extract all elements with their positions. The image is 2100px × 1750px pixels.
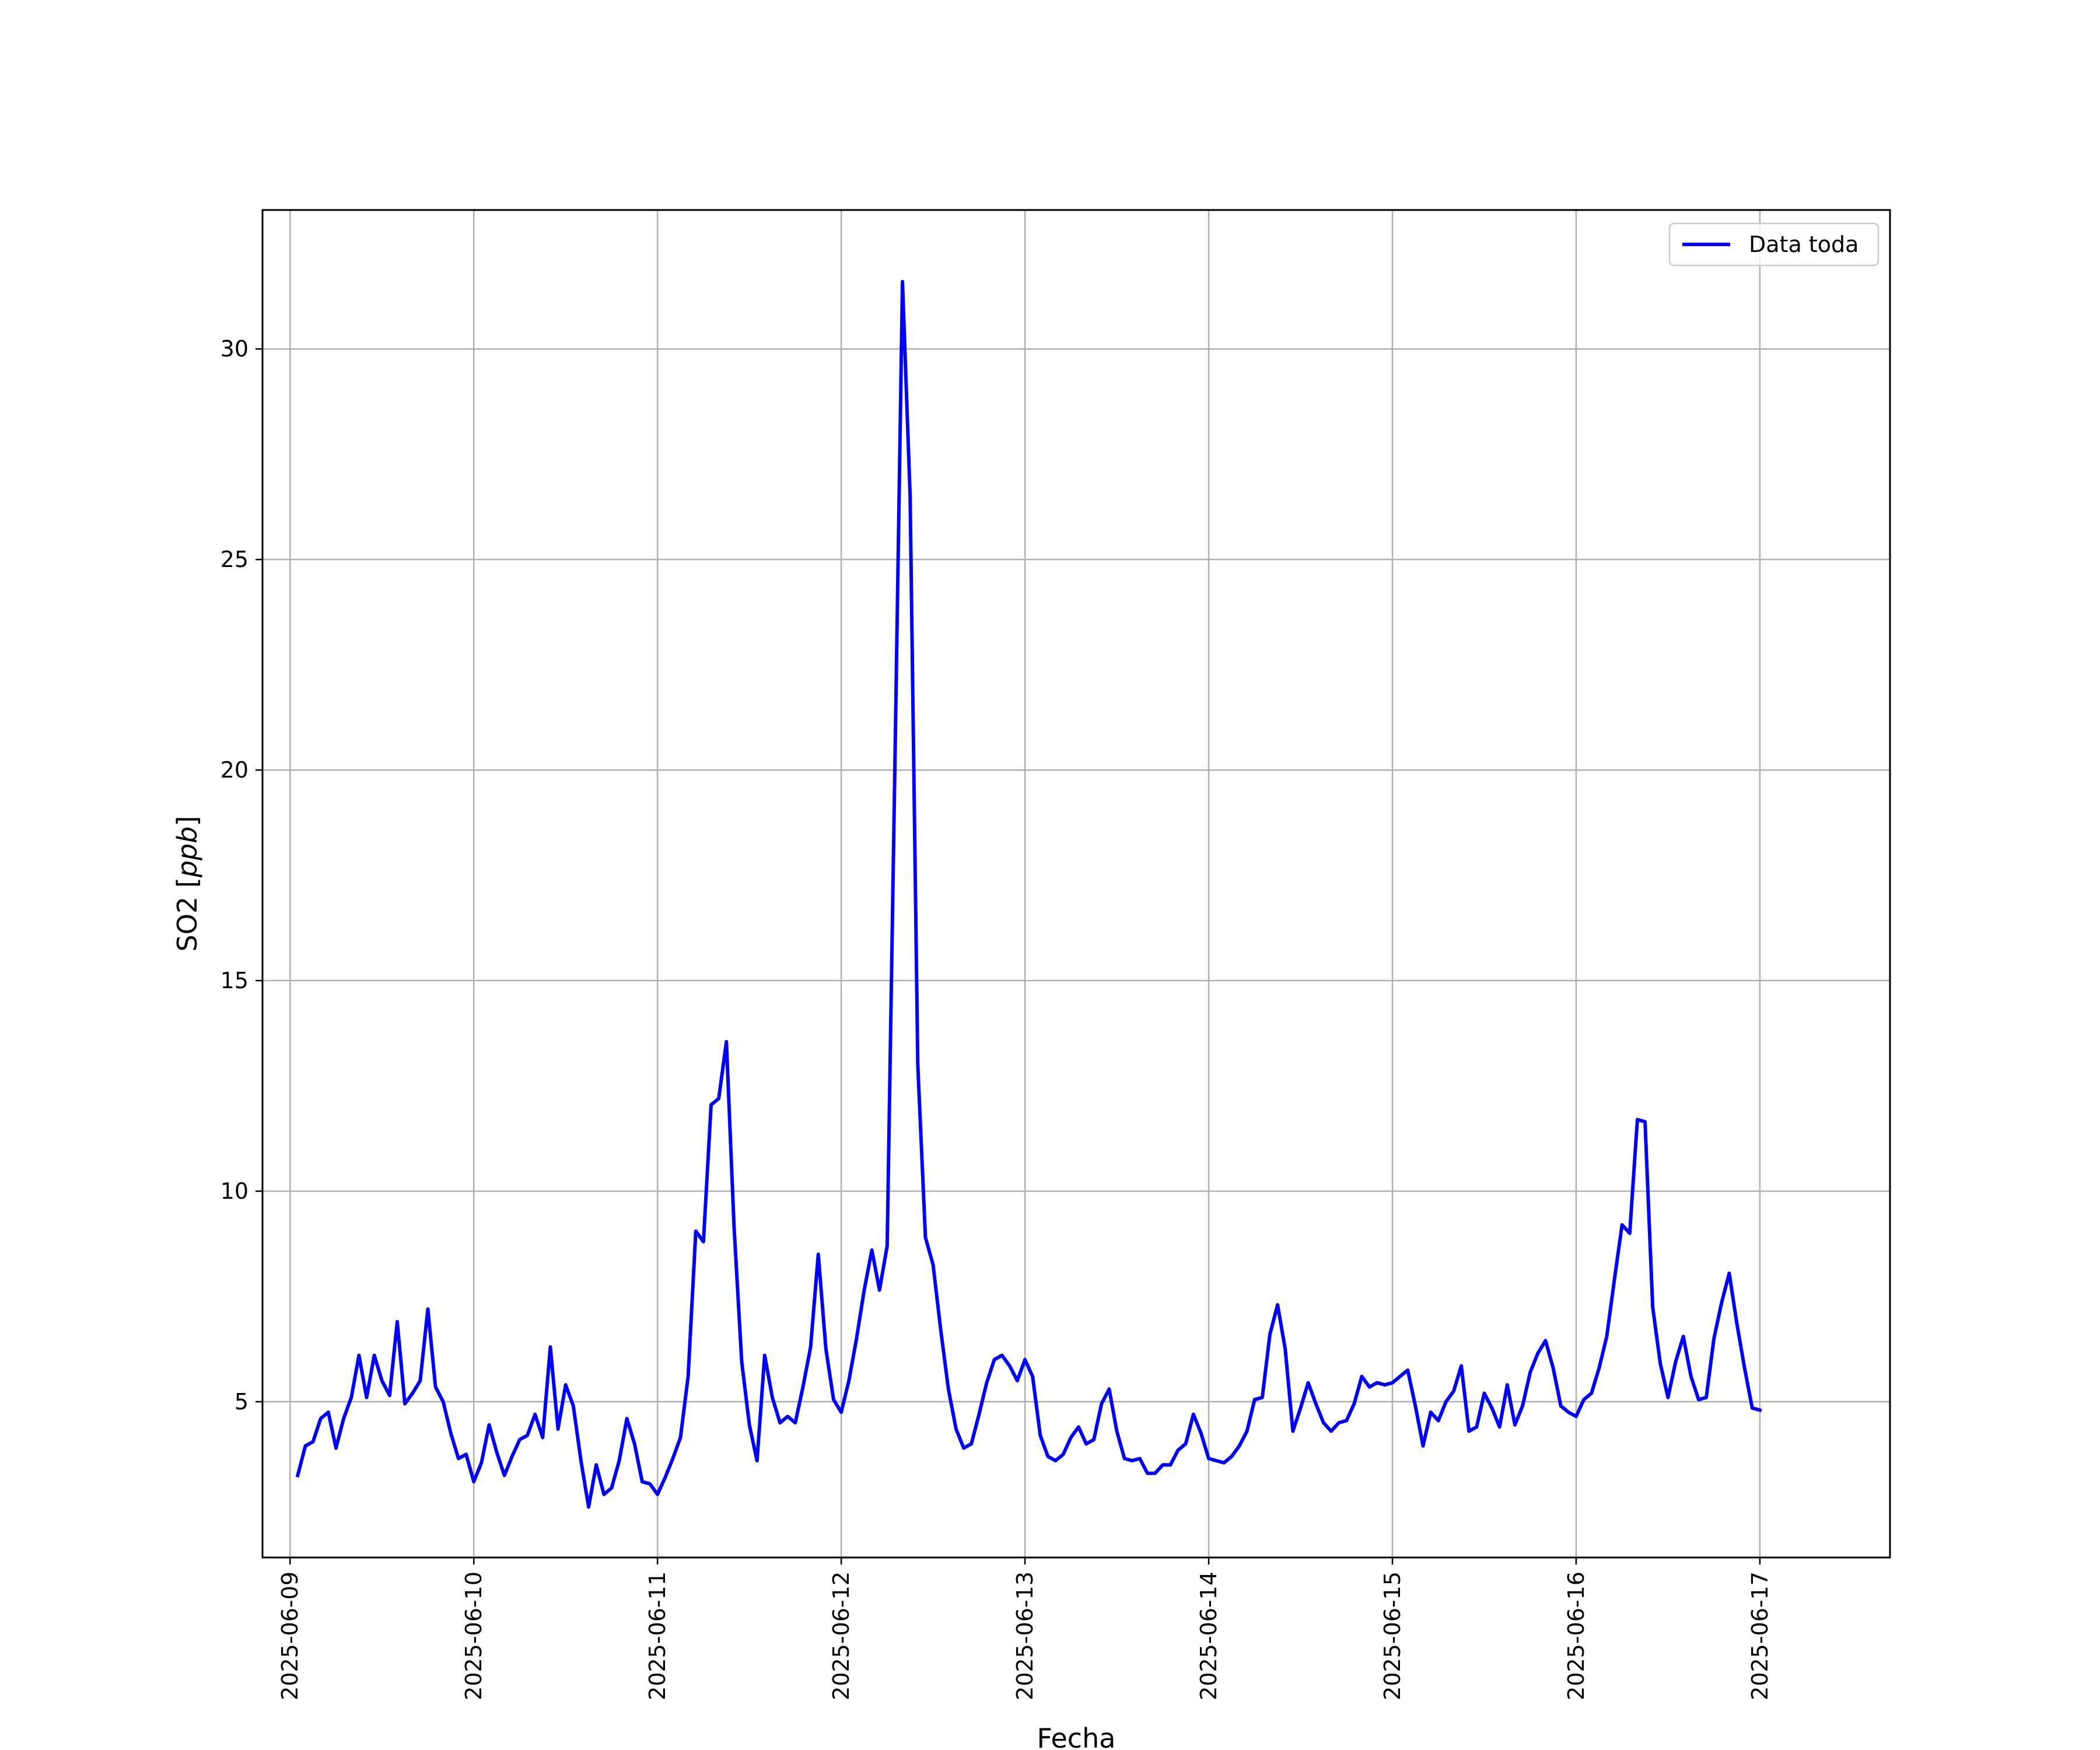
series-line — [295, 279, 1762, 1509]
y-tick-label: 25 — [220, 547, 249, 572]
legend-frame — [1668, 222, 1880, 267]
plot-frame — [261, 209, 1891, 1559]
y-tick-label: 30 — [220, 336, 249, 362]
x-tick-label: 2025-06-13 — [1012, 1572, 1038, 1700]
x-tick-label: 2025-06-14 — [1196, 1572, 1222, 1700]
series-layer — [295, 279, 1762, 1509]
grid-lines — [262, 210, 1890, 1558]
x-tick-label: 2025-06-11 — [645, 1572, 670, 1700]
y-tick-label: 20 — [220, 757, 249, 783]
x-tick-label: 2025-06-09 — [277, 1572, 303, 1700]
x-tick-label: 2025-06-12 — [828, 1572, 854, 1700]
y-tick-label: 5 — [235, 1389, 249, 1415]
y-tick-label: 15 — [220, 968, 249, 993]
x-tick-label: 2025-06-10 — [461, 1572, 487, 1700]
x-tick-label: 2025-06-17 — [1747, 1572, 1773, 1700]
y-tick-label: 10 — [220, 1178, 249, 1204]
x-axis-label: Fecha — [1037, 1723, 1116, 1750]
legend: Data toda — [1668, 222, 1880, 267]
y-axis-label: SO2 [ppb] — [172, 816, 203, 952]
y-axis-ticks: 5 10 15 20 25 30 — [220, 336, 262, 1415]
x-tick-label: 2025-06-16 — [1563, 1572, 1589, 1700]
x-axis-ticks: 2025-06-09 2025-06-10 2025-06-11 2025-06-12… — [277, 1558, 1773, 1700]
legend-label: Data toda — [1749, 232, 1859, 257]
x-tick-label: 2025-06-15 — [1380, 1572, 1405, 1700]
